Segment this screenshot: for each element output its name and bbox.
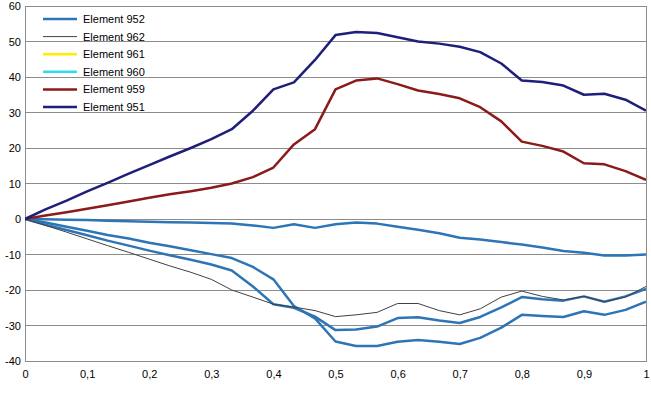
tick-label: 0,7	[453, 368, 468, 380]
tick: 0,2	[142, 361, 157, 380]
series-line	[25, 78, 646, 219]
legend-swatch	[43, 106, 77, 109]
grid-line	[25, 254, 646, 255]
tick-label: 50	[9, 36, 21, 48]
tick: 50	[9, 36, 25, 48]
grid-line	[25, 219, 646, 220]
axis-line	[25, 7, 26, 362]
tick: 1	[643, 361, 649, 380]
legend-label: Element 952	[83, 13, 145, 25]
tick: 0,3	[204, 361, 219, 380]
axis-line	[26, 361, 647, 362]
grid-line	[25, 290, 646, 291]
legend-label: Element 960	[83, 66, 145, 78]
legend-swatch	[43, 71, 77, 74]
legend: Element 952 Element 962 Element 961 Element…	[43, 13, 145, 113]
legend-label: Element 961	[83, 48, 145, 60]
tick: 0	[22, 361, 28, 380]
series-line	[25, 219, 646, 330]
chart-container: -40 -30 -20 -10 0 10 20 30 40 50 60 0 0,1 0,2 0,3 0,4 0,…	[0, 0, 651, 395]
tick: 0,5	[328, 361, 343, 380]
lines	[25, 32, 646, 346]
legend-swatch	[43, 88, 77, 91]
x-axis: 0 0,1 0,2 0,3 0,4 0,5 0,6 0,7 0,8 0,9 1	[22, 361, 649, 380]
tick: 0,7	[453, 361, 468, 380]
tick: -30	[5, 320, 25, 332]
tick-label: -30	[5, 320, 21, 332]
series-line	[25, 219, 646, 317]
tick: -40	[5, 355, 25, 367]
tick-label: 0,3	[204, 368, 219, 380]
tick: 40	[9, 71, 25, 83]
tick: 30	[9, 107, 25, 119]
plot: -40 -30 -20 -10 0 10 20 30 40 50 60 0 0,1 0,2 0,3 0,4 0,…	[5, 0, 649, 380]
grid-line	[25, 325, 646, 326]
tick-label: 0,4	[266, 368, 281, 380]
tick-label: 0,5	[328, 368, 343, 380]
grid-line	[25, 183, 646, 184]
legend-swatch	[43, 18, 77, 21]
tick: 0,1	[80, 361, 95, 380]
tick: -20	[5, 284, 25, 296]
tick-label: 60	[9, 0, 21, 12]
legend-swatch	[43, 36, 77, 37]
tick-label: 10	[9, 178, 21, 190]
tick-label: 0	[15, 213, 21, 225]
series-line	[25, 219, 646, 256]
y-axis: -40 -30 -20 -10 0 10 20 30 40 50 60	[5, 0, 25, 367]
series-line	[25, 219, 646, 346]
tick-label: 30	[9, 107, 21, 119]
tick: -10	[5, 249, 25, 261]
tick-label: -10	[5, 249, 21, 261]
tick-label: 40	[9, 71, 21, 83]
legend-label: Element 959	[83, 83, 145, 95]
tick: 0,6	[390, 361, 405, 380]
series-line	[25, 32, 646, 219]
grid	[25, 6, 646, 361]
tick: 60	[9, 0, 25, 12]
tick: 0	[15, 213, 25, 225]
tick: 0,4	[266, 361, 281, 380]
tick-label: 0	[22, 368, 28, 380]
tick: 10	[9, 178, 25, 190]
tick-label: -40	[5, 355, 21, 367]
legend-label: Element 951	[83, 101, 145, 113]
tick-label: 0,2	[142, 368, 157, 380]
plot-frame	[25, 6, 646, 361]
tick-label: 20	[9, 142, 21, 154]
tick: 0,8	[515, 361, 530, 380]
tick-label: -20	[5, 284, 21, 296]
tick: 0,9	[577, 361, 592, 380]
tick-label: 1	[643, 368, 649, 380]
tick-label: 0,8	[515, 368, 530, 380]
tick-label: 0,6	[390, 368, 405, 380]
tick-label: 0,1	[80, 368, 95, 380]
tick: 20	[9, 142, 25, 154]
legend-swatch	[43, 53, 77, 56]
chart-svg: -40 -30 -20 -10 0 10 20 30 40 50 60 0 0,1 0,2 0,3 0,4 0,…	[0, 0, 651, 395]
legend-label: Element 962	[83, 31, 145, 43]
tick-label: 0,9	[577, 368, 592, 380]
